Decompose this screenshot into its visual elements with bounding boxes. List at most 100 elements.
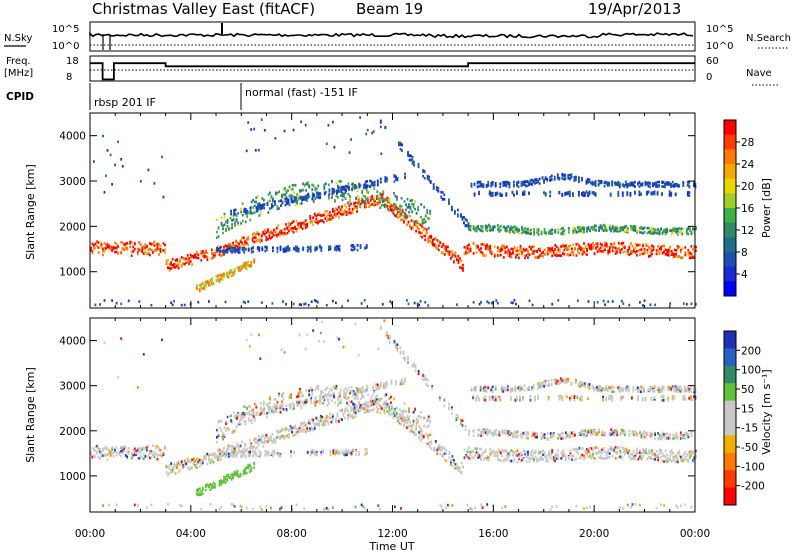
scatter-cell [681,455,684,458]
scatter-cell [306,224,309,228]
scatter-cell [408,205,410,209]
scatter-cell [316,195,319,199]
scatter-cell [395,414,398,417]
scatter-cell [333,146,336,149]
scatter-cell [289,428,292,432]
scatter-cell [451,252,454,256]
scatter-cell [624,387,627,391]
scatter-cell [389,205,392,209]
scatter-cell [288,429,290,432]
scatter-cell [592,453,594,456]
scatter-cell [139,447,142,451]
scatter-cell [684,432,687,435]
scatter-cell [335,420,337,424]
scatter-cell [406,299,408,302]
scatter-cell [174,259,177,262]
scatter-cell [509,230,511,234]
freq-trace [90,62,695,81]
cpid-segment-1: rbsp 201 IF [94,96,156,109]
scatter-cell [622,245,625,249]
scatter-cell [487,386,490,389]
scatter-cell [658,232,661,236]
scatter-cell [657,454,659,458]
scatter-cell [633,225,635,228]
scatter-cell [578,446,581,450]
scatter-cell [549,232,552,235]
scatter-cell [214,456,216,459]
scatter-cell [687,227,690,230]
scatter-cell [299,202,301,206]
scatter-cell [235,244,237,248]
scatter-cell [511,389,514,392]
scatter-cell [676,457,679,461]
scatter-cell [152,444,154,447]
scatter-cell [348,208,351,211]
scatter-cell [593,191,595,194]
scatter-cell [348,412,351,416]
scatter-cell [454,467,457,470]
scatter-cell [593,429,596,433]
scatter-cell [296,199,298,203]
scatter-cell [578,180,580,184]
scatter-cell [103,241,106,245]
scatter-cell [567,191,570,194]
scatter-cell [527,456,529,460]
scatter-cell [616,446,619,449]
scatter-cell [527,252,529,256]
scatter-cell [626,185,629,189]
scatter-cell [631,250,634,253]
scatter-cell [306,245,309,249]
scatter-cell [377,197,380,201]
scatter-cell [338,186,341,190]
scatter-cell [587,225,590,229]
scatter-cell [267,193,270,196]
scatter-cell [501,245,504,249]
scatter-cell [490,452,493,456]
scatter-cell [684,437,687,440]
scatter-cell [256,247,259,251]
scatter-cell [648,451,650,455]
scatter-cell [212,460,215,464]
scatter-cell [632,385,635,389]
scatter-cell [613,226,616,230]
scatter-cell [652,245,655,249]
scatter-cell [528,230,531,233]
scatter-cell [615,183,618,186]
scatter-cell [304,195,307,199]
scatter-cell [141,456,144,459]
scatter-cell [590,447,593,450]
scatter-cell [201,282,204,285]
scatter-cell [365,188,368,192]
scatter-cell [453,461,455,464]
scatter-cell [111,446,113,449]
scatter-cell [386,205,389,208]
scatter-cell [353,187,356,190]
scatter-cell [423,218,426,221]
scatter-cell [645,435,647,438]
scatter-cell [634,242,637,246]
scatter-cell [378,404,381,408]
scatter-cell [441,191,444,194]
scatter-cell [141,250,144,254]
scatter-cell [186,254,189,257]
scatter-cell [404,416,407,420]
scatter-cell [590,226,593,229]
scatter-cell [218,278,221,282]
scatter-cell [620,388,623,392]
scatter-cell [625,447,628,451]
scatter-cell [329,412,331,416]
scatter-cell [561,435,564,439]
scatter-cell [649,229,652,233]
scatter-cell [266,246,268,250]
scatter-cell [313,427,316,430]
scatter-cell [581,381,583,385]
scatter-cell [534,455,537,459]
scatter-cell [656,387,659,390]
scatter-cell [312,223,315,226]
scatter-cell [537,230,540,233]
scatter-cell [291,221,293,224]
scatter-cell [474,454,476,457]
scatter-cell [398,421,401,425]
scatter-cell [312,200,315,203]
scatter-cell [494,184,497,188]
